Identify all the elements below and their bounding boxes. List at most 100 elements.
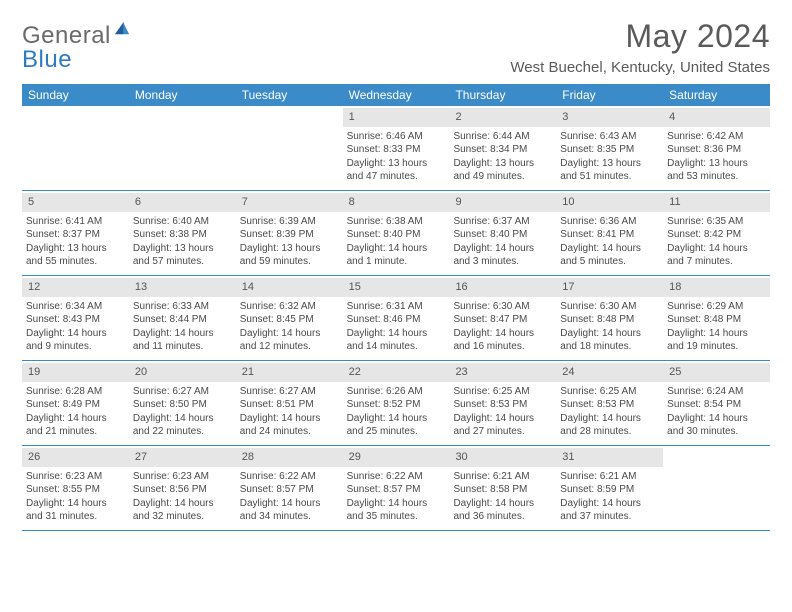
sunrise-line: Sunrise: 6:40 AM xyxy=(133,215,232,229)
sunset-line: Sunset: 8:36 PM xyxy=(667,143,766,157)
day-cell: 11Sunrise: 6:35 AMSunset: 8:42 PMDayligh… xyxy=(663,191,770,275)
daylight-line: Daylight: 14 hours and 11 minutes. xyxy=(133,327,232,354)
day-number: 7 xyxy=(236,193,343,212)
weekday-thursday: Thursday xyxy=(449,84,556,106)
day-cell: 19 Sunrise: 6:28 AMSunset: 8:49 PMDayligh… xyxy=(22,361,129,445)
weekday-saturday: Saturday xyxy=(663,84,770,106)
day-number: 21 xyxy=(236,363,343,382)
daylight-line: Daylight: 14 hours and 3 minutes. xyxy=(453,242,552,269)
logo-sail-icon xyxy=(112,20,132,36)
daylight-line: Daylight: 13 hours and 59 minutes. xyxy=(240,242,339,269)
day-cell: 21Sunrise: 6:27 AMSunset: 8:51 PMDayligh… xyxy=(236,361,343,445)
daylight-line: Daylight: 14 hours and 21 minutes. xyxy=(26,412,125,439)
day-cell: 7Sunrise: 6:39 AMSunset: 8:39 PMDaylight… xyxy=(236,191,343,275)
day-cell: 8Sunrise: 6:38 AMSunset: 8:40 PMDaylight… xyxy=(343,191,450,275)
day-cell: 15Sunrise: 6:31 AMSunset: 8:46 PMDayligh… xyxy=(343,276,450,360)
sunset-line: Sunset: 8:46 PM xyxy=(347,313,446,327)
sunset-line: Sunset: 8:44 PM xyxy=(133,313,232,327)
sunset-line: Sunset: 8:52 PM xyxy=(347,398,446,412)
sunrise-line: Sunrise: 6:25 AM xyxy=(560,385,659,399)
day-cell: 12Sunrise: 6:34 AMSunset: 8:43 PMDayligh… xyxy=(22,276,129,360)
week-row: 19Sunrise: 6:28 AMSunset: 8:49 PMDayligh… xyxy=(22,361,770,446)
sunrise-line: Sunrise: 6:22 AM xyxy=(347,470,446,484)
sunrise-line: Sunrise: 6:41 AM xyxy=(26,215,125,229)
day-number: 8 xyxy=(343,193,450,212)
sunrise-line: Sunrise: 6:28 AM xyxy=(26,385,125,399)
sunset-line: Sunset: 8:37 PM xyxy=(26,228,125,242)
sunrise-line: Sunrise: 6:21 AM xyxy=(453,470,552,484)
day-number: 26 xyxy=(22,448,129,467)
daylight-line: Daylight: 14 hours and 36 minutes. xyxy=(453,497,552,524)
daylight-line: Daylight: 14 hours and 12 minutes. xyxy=(240,327,339,354)
day-number: 28 xyxy=(236,448,343,467)
day-cell: 17Sunrise: 6:30 AMSunset: 8:48 PMDayligh… xyxy=(556,276,663,360)
day-cell: 23Sunrise: 6:25 AMSunset: 8:53 PMDayligh… xyxy=(449,361,556,445)
day-cell: 20Sunrise: 6:27 AMSunset: 8:50 PMDayligh… xyxy=(129,361,236,445)
sunset-line: Sunset: 8:40 PM xyxy=(453,228,552,242)
location-text: West Buechel, Kentucky, United States xyxy=(510,59,770,76)
sunset-line: Sunset: 8:47 PM xyxy=(453,313,552,327)
day-number: 11 xyxy=(663,193,770,212)
sunset-line: Sunset: 8:38 PM xyxy=(133,228,232,242)
sunset-line: Sunset: 8:40 PM xyxy=(347,228,446,242)
weekday-tuesday: Tuesday xyxy=(236,84,343,106)
day-number: 22 xyxy=(343,363,450,382)
sunrise-line: Sunrise: 6:27 AM xyxy=(240,385,339,399)
daylight-line: Daylight: 14 hours and 32 minutes. xyxy=(133,497,232,524)
sunset-line: Sunset: 8:56 PM xyxy=(133,483,232,497)
day-cell: 4Sunrise: 6:42 AMSunset: 8:36 PMDaylight… xyxy=(663,106,770,190)
sunrise-line: Sunrise: 6:42 AM xyxy=(667,130,766,144)
logo-text-blue: Blue xyxy=(22,46,72,73)
weekday-header-row: SundayMondayTuesdayWednesdayThursdayFrid… xyxy=(22,84,770,106)
sunrise-line: Sunrise: 6:30 AM xyxy=(560,300,659,314)
sunset-line: Sunset: 8:34 PM xyxy=(453,143,552,157)
sunrise-line: Sunrise: 6:25 AM xyxy=(453,385,552,399)
sunset-line: Sunset: 8:53 PM xyxy=(453,398,552,412)
daylight-line: Daylight: 14 hours and 19 minutes. xyxy=(667,327,766,354)
sunrise-line: Sunrise: 6:46 AM xyxy=(347,130,446,144)
sunset-line: Sunset: 8:33 PM xyxy=(347,143,446,157)
daylight-line: Daylight: 14 hours and 35 minutes. xyxy=(347,497,446,524)
day-cell: 1Sunrise: 6:46 AMSunset: 8:33 PMDaylight… xyxy=(343,106,450,190)
logo: GeneralBlue xyxy=(22,18,132,72)
calendar: SundayMondayTuesdayWednesdayThursdayFrid… xyxy=(22,84,770,531)
day-number: 5 xyxy=(22,193,129,212)
day-number: 23 xyxy=(449,363,556,382)
sunset-line: Sunset: 8:59 PM xyxy=(560,483,659,497)
sunrise-line: Sunrise: 6:36 AM xyxy=(560,215,659,229)
daylight-line: Daylight: 14 hours and 30 minutes. xyxy=(667,412,766,439)
weekday-wednesday: Wednesday xyxy=(343,84,450,106)
day-cell: 31Sunrise: 6:21 AMSunset: 8:59 PMDayligh… xyxy=(556,446,663,530)
day-number: 3 xyxy=(556,108,663,127)
day-number: 12 xyxy=(22,278,129,297)
day-cell: 6Sunrise: 6:40 AMSunset: 8:38 PMDaylight… xyxy=(129,191,236,275)
daylight-line: Daylight: 14 hours and 22 minutes. xyxy=(133,412,232,439)
month-title: May 2024 xyxy=(510,18,770,55)
day-cell-empty xyxy=(663,446,770,530)
day-cell: 22Sunrise: 6:26 AMSunset: 8:52 PMDayligh… xyxy=(343,361,450,445)
day-cell-empty xyxy=(22,106,129,190)
weekday-friday: Friday xyxy=(556,84,663,106)
day-number: 6 xyxy=(129,193,236,212)
daylight-line: Daylight: 13 hours and 51 minutes. xyxy=(560,157,659,184)
day-cell: 14Sunrise: 6:32 AMSunset: 8:45 PMDayligh… xyxy=(236,276,343,360)
daylight-line: Daylight: 14 hours and 16 minutes. xyxy=(453,327,552,354)
day-number: 16 xyxy=(449,278,556,297)
day-number: 19 xyxy=(22,363,129,382)
header: GeneralBlue May 2024 West Buechel, Kentu… xyxy=(22,18,770,76)
daylight-line: Daylight: 14 hours and 37 minutes. xyxy=(560,497,659,524)
sunrise-line: Sunrise: 6:31 AM xyxy=(347,300,446,314)
day-number: 29 xyxy=(343,448,450,467)
week-row: 5 Sunrise: 6:41 AMSunset: 8:37 PM Daylight… xyxy=(22,191,770,276)
sunrise-line: Sunrise: 6:33 AM xyxy=(133,300,232,314)
sunrise-line: Sunrise: 6:30 AM xyxy=(453,300,552,314)
sunset-line: Sunset: 8:43 PM xyxy=(26,313,125,327)
day-number: 31 xyxy=(556,448,663,467)
day-number: 4 xyxy=(663,108,770,127)
daylight-line: Daylight: 14 hours and 28 minutes. xyxy=(560,412,659,439)
sunset-line: Sunset: 8:54 PM xyxy=(667,398,766,412)
day-number: 25 xyxy=(663,363,770,382)
day-cell: 28Sunrise: 6:22 AMSunset: 8:57 PMDayligh… xyxy=(236,446,343,530)
sunrise-line: Sunrise: 6:23 AM xyxy=(26,470,125,484)
sunset-line: Sunset: 8:49 PM xyxy=(26,398,125,412)
